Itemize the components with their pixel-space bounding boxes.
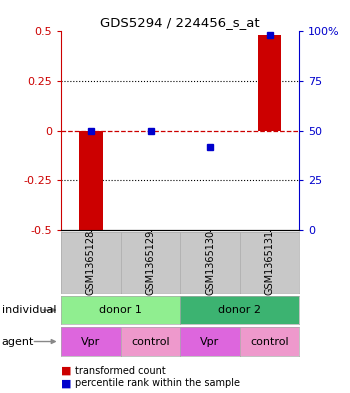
Text: Vpr: Vpr: [200, 336, 220, 347]
Text: control: control: [250, 336, 289, 347]
Text: transformed count: transformed count: [75, 365, 166, 376]
Text: GSM1365128: GSM1365128: [86, 230, 96, 295]
Text: GSM1365131: GSM1365131: [265, 230, 274, 295]
Bar: [79, 130, 103, 230]
Text: GSM1365130: GSM1365130: [205, 230, 215, 295]
Text: GSM1365129: GSM1365129: [146, 230, 155, 295]
Title: GDS5294 / 224456_s_at: GDS5294 / 224456_s_at: [100, 16, 260, 29]
Text: ■: ■: [61, 378, 72, 388]
Text: donor 1: donor 1: [99, 305, 142, 315]
Text: percentile rank within the sample: percentile rank within the sample: [75, 378, 240, 388]
Text: Vpr: Vpr: [81, 336, 101, 347]
Text: ■: ■: [61, 365, 72, 376]
Text: agent: agent: [2, 336, 34, 347]
Text: individual: individual: [2, 305, 56, 315]
Text: control: control: [131, 336, 170, 347]
Text: donor 2: donor 2: [218, 305, 261, 315]
Bar: [258, 35, 281, 130]
